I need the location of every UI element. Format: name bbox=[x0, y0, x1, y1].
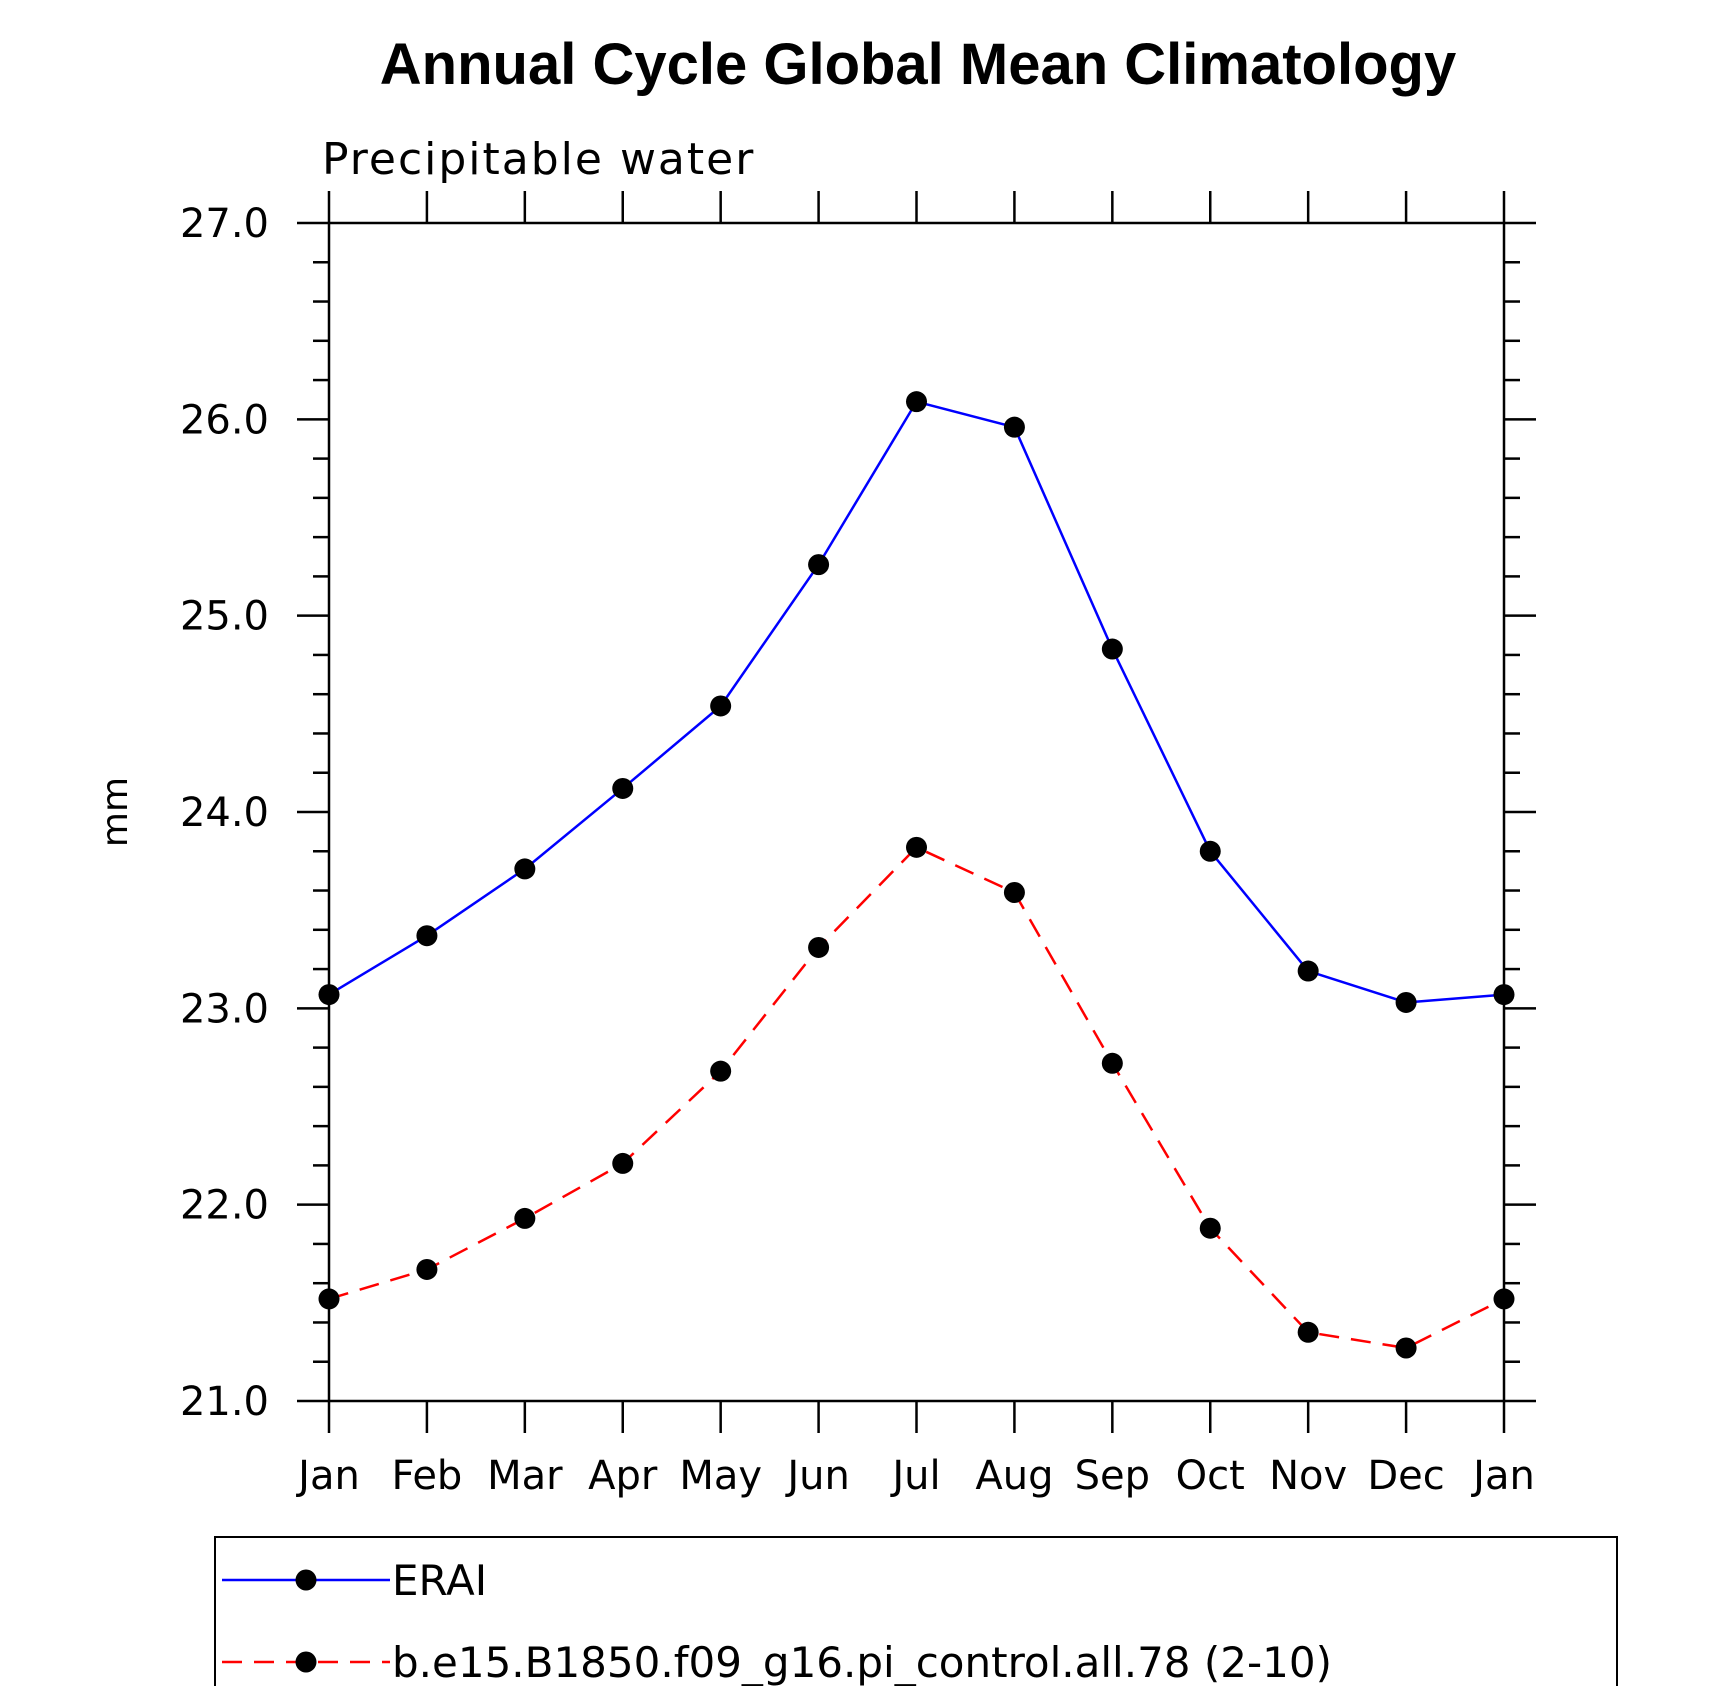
series-0 bbox=[318, 391, 1515, 1013]
series-1 bbox=[318, 836, 1515, 1359]
legend-marker bbox=[295, 1569, 317, 1591]
y-tick-label: 26.0 bbox=[180, 397, 269, 443]
x-tick-label: Feb bbox=[392, 1453, 463, 1499]
data-point bbox=[1003, 881, 1025, 903]
x-tick-label: Jun bbox=[784, 1453, 850, 1499]
data-point bbox=[1199, 1217, 1221, 1239]
y-tick-label: 21.0 bbox=[180, 1379, 269, 1425]
data-point bbox=[1101, 1052, 1123, 1074]
data-point bbox=[514, 858, 536, 880]
data-point bbox=[1297, 1321, 1319, 1343]
data-point bbox=[906, 391, 927, 413]
x-tick-label: Apr bbox=[588, 1453, 658, 1499]
y-tick-label: 25.0 bbox=[180, 594, 269, 640]
data-point bbox=[514, 1207, 536, 1229]
chart-title: Annual Cycle Global Mean Climatology bbox=[380, 32, 1456, 97]
data-point bbox=[318, 984, 340, 1006]
x-tick-label: Jan bbox=[295, 1453, 360, 1499]
data-point bbox=[1493, 984, 1515, 1006]
data-point bbox=[612, 1152, 634, 1174]
data-point bbox=[1493, 1288, 1515, 1310]
data-point bbox=[1003, 416, 1025, 438]
chart-subtitle: Precipitable water bbox=[322, 134, 755, 185]
x-tick-label: Dec bbox=[1367, 1453, 1444, 1499]
data-point bbox=[906, 836, 927, 858]
series-layer bbox=[318, 391, 1515, 1359]
data-point bbox=[808, 936, 830, 958]
data-point bbox=[710, 695, 732, 717]
legend-label: ERAI bbox=[392, 1556, 487, 1605]
x-tick-label: Mar bbox=[487, 1453, 563, 1499]
legend: ERAI b.e15.B1850.f09_g16.pi_control.all.7… bbox=[214, 1536, 1618, 1686]
axes: 21.0 22.0 23.0 24.0 25.0 26.0 27.0 Jan Feb Mar Apr… bbox=[180, 191, 1536, 1499]
series-line bbox=[328, 400, 1505, 1004]
data-point bbox=[318, 1288, 340, 1310]
y-tick-label: 22.0 bbox=[180, 1183, 269, 1229]
data-point bbox=[808, 554, 830, 576]
legend-box bbox=[214, 1536, 1618, 1686]
data-point bbox=[1199, 840, 1221, 862]
x-tick-label: Oct bbox=[1176, 1453, 1245, 1499]
data-point bbox=[1395, 991, 1417, 1013]
data-point bbox=[1395, 1337, 1417, 1359]
y-axis-label: mm bbox=[95, 777, 136, 847]
legend-marker bbox=[295, 1651, 317, 1673]
series-line bbox=[328, 845, 1505, 1350]
legend-items: ERAI b.e15.B1850.f09_g16.pi_control.all.7… bbox=[222, 1556, 1332, 1686]
data-point bbox=[416, 925, 438, 947]
x-tick-label: Aug bbox=[975, 1453, 1053, 1499]
y-tick-label: 24.0 bbox=[180, 790, 269, 836]
data-point bbox=[710, 1060, 732, 1082]
data-point bbox=[1297, 960, 1319, 982]
data-point bbox=[1101, 638, 1123, 660]
y-tick-label: 23.0 bbox=[180, 986, 269, 1032]
x-tick-label: Sep bbox=[1075, 1453, 1150, 1499]
data-point bbox=[612, 777, 634, 799]
x-tick-label: Jan bbox=[1470, 1453, 1535, 1499]
x-tick-label: Nov bbox=[1269, 1453, 1347, 1499]
data-point bbox=[416, 1258, 438, 1280]
x-tick-label: Jul bbox=[889, 1453, 940, 1499]
x-tick-label: May bbox=[679, 1453, 762, 1499]
legend-label: b.e15.B1850.f09_g16.pi_control.all.78 (2… bbox=[392, 1638, 1332, 1686]
y-tick-label: 27.0 bbox=[180, 201, 269, 247]
